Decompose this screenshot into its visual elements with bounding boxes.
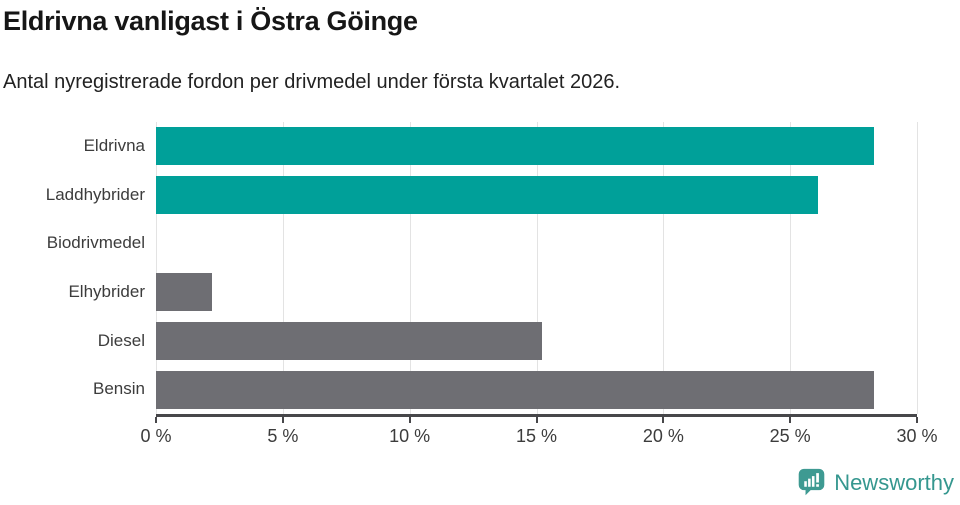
x-tick-mark (789, 417, 792, 423)
category-label: Elhybrider (68, 282, 145, 301)
newsworthy-brand: Newsworthy (797, 467, 954, 498)
gridline (790, 122, 792, 414)
x-tick-mark (916, 417, 918, 423)
bar (156, 127, 874, 166)
x-tick-label: 20 % (642, 426, 684, 446)
category-label: Biodrivmedel (46, 233, 145, 253)
chart-subtitle: Antal nyregistrerade fordon per drivmede… (3, 71, 621, 93)
brand-name: Newsworthy (834, 469, 954, 495)
bar (156, 370, 874, 409)
category-label: Bensin (93, 379, 145, 399)
x-tick-label: 25 % (769, 426, 811, 446)
category-label: Eldrivna (83, 136, 145, 155)
bar (156, 176, 819, 214)
gridline (282, 122, 284, 414)
x-tick-mark (408, 417, 411, 423)
x-tick-label: 15 % (515, 426, 558, 446)
plot-area (156, 122, 918, 417)
bar-chart-speech-bubble-icon (798, 468, 825, 496)
x-tick-label: 5 % (267, 426, 299, 446)
x-tick-label: 0 % (140, 426, 172, 446)
bar (156, 322, 542, 360)
bar (156, 273, 212, 312)
category-label: Laddhybrider (45, 184, 145, 204)
gridline (409, 122, 411, 414)
gridline (536, 122, 538, 414)
gridline (156, 122, 157, 414)
x-tick-mark (281, 417, 284, 423)
gridline (663, 122, 665, 414)
x-tick-mark (155, 417, 157, 423)
x-tick-mark (535, 417, 538, 423)
x-tick-label: 10 % (389, 426, 431, 446)
chart-title: Eldrivna vanligast i Östra Göinge (3, 6, 418, 36)
x-tick-label: 30 % (896, 426, 938, 446)
x-axis: 0 % 5 % 10 % 15 % 20 % 25 % 30 % (140, 417, 938, 457)
gridline (917, 122, 918, 414)
x-tick-mark (662, 417, 665, 423)
category-label: Diesel (97, 330, 145, 350)
category-axis: Eldrivna Laddhybrider Biodrivmedel Elhybrid… (0, 122, 145, 414)
